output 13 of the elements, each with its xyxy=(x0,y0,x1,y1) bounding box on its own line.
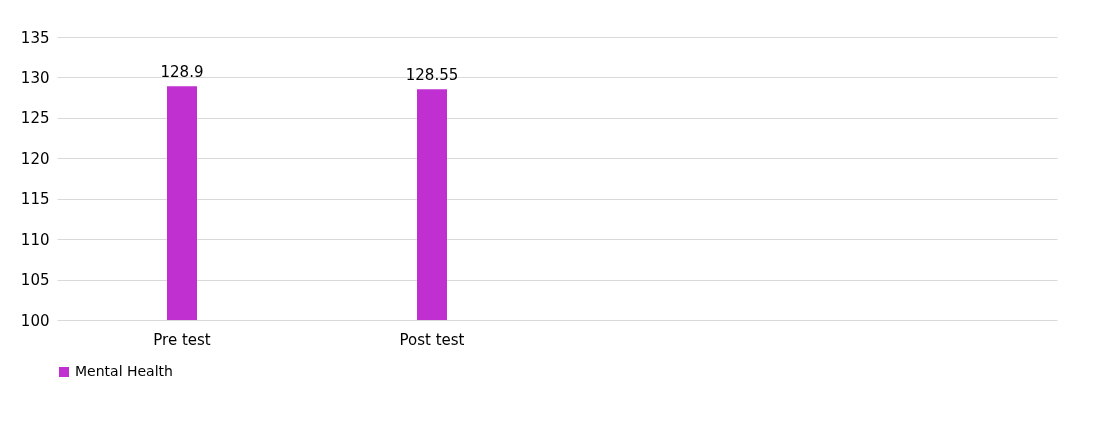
y-tick-label: 130 xyxy=(20,68,50,87)
y-tick-label: 110 xyxy=(20,230,50,249)
legend-label: Mental Health xyxy=(75,363,173,379)
y-tick-label: 105 xyxy=(20,271,50,290)
x-tick-label: Pre test xyxy=(153,330,211,349)
x-tick-label: Post test xyxy=(399,330,465,349)
y-tick-label: 100 xyxy=(20,311,50,330)
data-label: 128.9 xyxy=(160,63,204,82)
y-tick-label: 115 xyxy=(20,190,50,209)
y-tick-label: 135 xyxy=(20,28,50,47)
data-label: 128.55 xyxy=(405,66,459,85)
y-tick-label: 125 xyxy=(20,109,50,128)
y-tick-label: 120 xyxy=(20,149,50,168)
